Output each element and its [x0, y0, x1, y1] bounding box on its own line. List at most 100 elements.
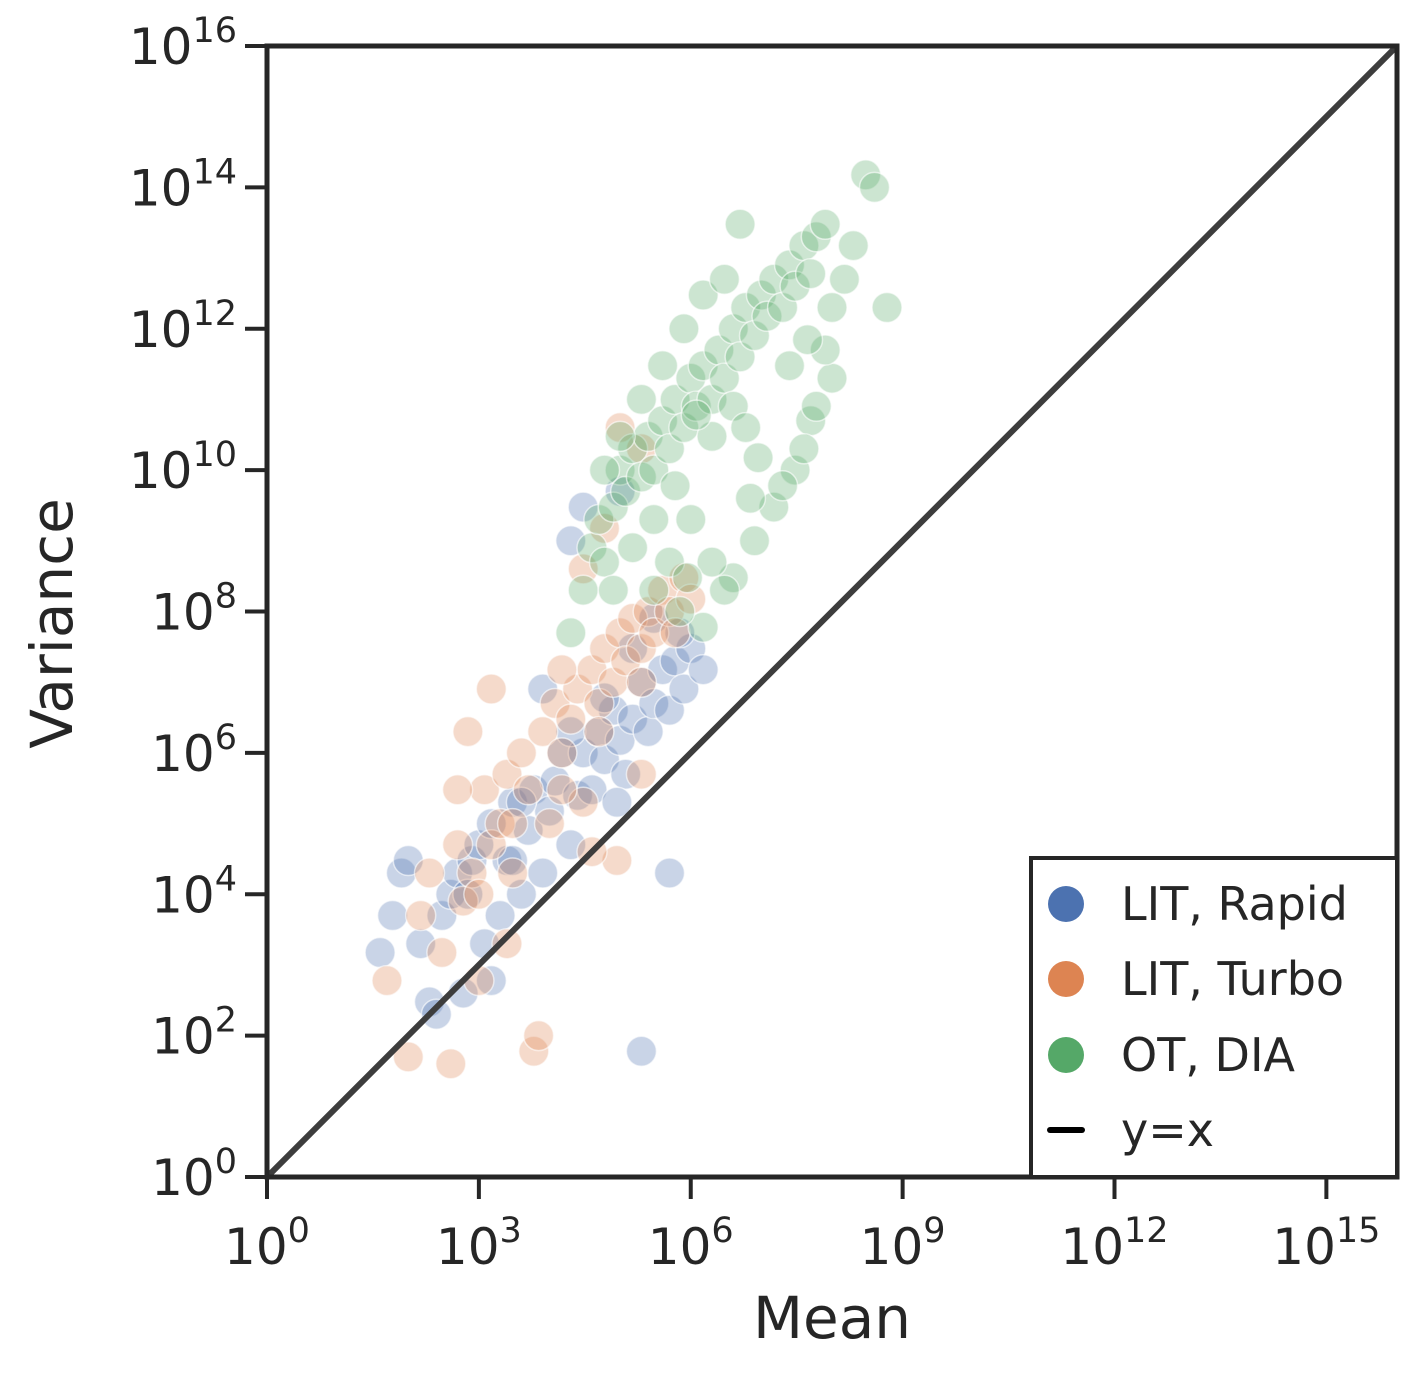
data-point — [659, 470, 691, 502]
data-point — [738, 525, 771, 557]
data-point — [668, 673, 700, 705]
series-ot-dia — [555, 159, 903, 649]
data-point — [588, 512, 621, 545]
legend-marker — [1048, 1037, 1084, 1073]
data-point — [751, 300, 783, 333]
data-point — [496, 807, 529, 840]
data-point — [484, 807, 516, 840]
data-point — [522, 1019, 555, 1052]
y-tick-label: 1016 — [129, 11, 237, 76]
legend-label: y=x — [1121, 1103, 1214, 1157]
data-point — [696, 546, 728, 578]
data-point — [680, 390, 713, 423]
data-point — [773, 349, 806, 382]
data-point — [441, 829, 474, 861]
data-point — [664, 595, 696, 628]
data-point — [687, 279, 719, 311]
data-point — [696, 420, 728, 453]
data-point — [659, 645, 691, 677]
legend-marker — [1048, 886, 1084, 922]
data-point — [708, 263, 741, 296]
y-axis-label: Variance — [18, 498, 86, 749]
legend-label: OT, DIA — [1121, 1028, 1296, 1082]
data-point — [555, 703, 587, 735]
data-point — [616, 531, 649, 564]
data-point — [653, 546, 686, 578]
data-point — [816, 362, 848, 394]
data-point — [420, 998, 453, 1031]
data-point — [364, 936, 396, 969]
data-point — [452, 715, 484, 748]
y-tick-label: 1012 — [129, 294, 237, 359]
y-tick-label: 102 — [151, 1001, 237, 1066]
data-point — [729, 291, 762, 324]
legend: LIT, Rapid LIT, Turbo OT, DIA y=x — [1029, 856, 1399, 1179]
x-tick-label: 109 — [860, 1211, 946, 1276]
data-point — [546, 653, 578, 686]
data-point — [809, 334, 841, 366]
data-point — [625, 383, 658, 416]
data-point — [468, 774, 501, 806]
y-tick-label: 100 — [151, 1142, 237, 1207]
data-point — [828, 263, 861, 296]
legend-marker — [1048, 961, 1084, 997]
data-point — [809, 208, 841, 241]
data-point — [788, 433, 820, 465]
data-point — [675, 362, 707, 394]
data-point — [475, 964, 508, 997]
y-axis-ticks: 100 102 104 106 108 1010 1012 1014 1016 — [129, 11, 267, 1207]
y-tick-label: 104 — [151, 859, 237, 924]
data-point — [675, 503, 707, 536]
y-tick-label: 1014 — [129, 152, 237, 217]
data-point — [687, 611, 719, 643]
data-point — [475, 829, 508, 861]
data-point — [555, 525, 587, 557]
data-point — [638, 503, 670, 536]
data-point — [609, 645, 642, 677]
x-tick-label: 106 — [648, 1211, 734, 1276]
data-point — [794, 257, 827, 290]
y-tick-label: 1010 — [129, 435, 237, 500]
data-point — [724, 208, 756, 241]
data-point — [404, 899, 437, 932]
data-point — [638, 574, 670, 606]
data-point — [758, 491, 790, 523]
series-lit-turbo — [371, 411, 707, 1080]
data-point — [738, 319, 771, 352]
data-point — [597, 491, 630, 523]
data-point — [567, 574, 599, 606]
data-point — [616, 433, 649, 465]
data-point — [671, 562, 704, 594]
legend-label: LIT, Turbo — [1121, 952, 1344, 1006]
data-point — [625, 758, 658, 790]
data-point — [588, 454, 621, 486]
data-point — [413, 857, 446, 889]
data-point — [426, 936, 458, 969]
data-point — [653, 857, 686, 889]
data-point — [491, 927, 523, 960]
data-point — [526, 857, 559, 889]
data-point — [604, 420, 636, 453]
x-tick-label: 100 — [224, 1211, 310, 1276]
data-point — [858, 171, 891, 204]
data-point — [597, 574, 630, 606]
data-point — [779, 270, 811, 302]
data-point — [708, 362, 741, 394]
data-point — [463, 964, 495, 997]
data-point — [766, 470, 799, 502]
data-point — [546, 737, 578, 769]
data-point — [625, 666, 658, 698]
legend-label: LIT, Rapid — [1121, 877, 1348, 931]
data-point — [632, 715, 664, 748]
data-point — [533, 807, 566, 840]
data-point — [555, 829, 587, 861]
data-point — [404, 927, 437, 960]
data-point — [616, 703, 649, 735]
legend-box — [1029, 856, 1399, 1179]
data-point — [496, 857, 529, 889]
data-point — [779, 454, 811, 486]
data-point — [668, 313, 700, 345]
data-point — [659, 617, 691, 649]
x-axis-ticks: 100 103 106 109 1012 1015 — [224, 1177, 1380, 1276]
data-point — [680, 399, 713, 431]
